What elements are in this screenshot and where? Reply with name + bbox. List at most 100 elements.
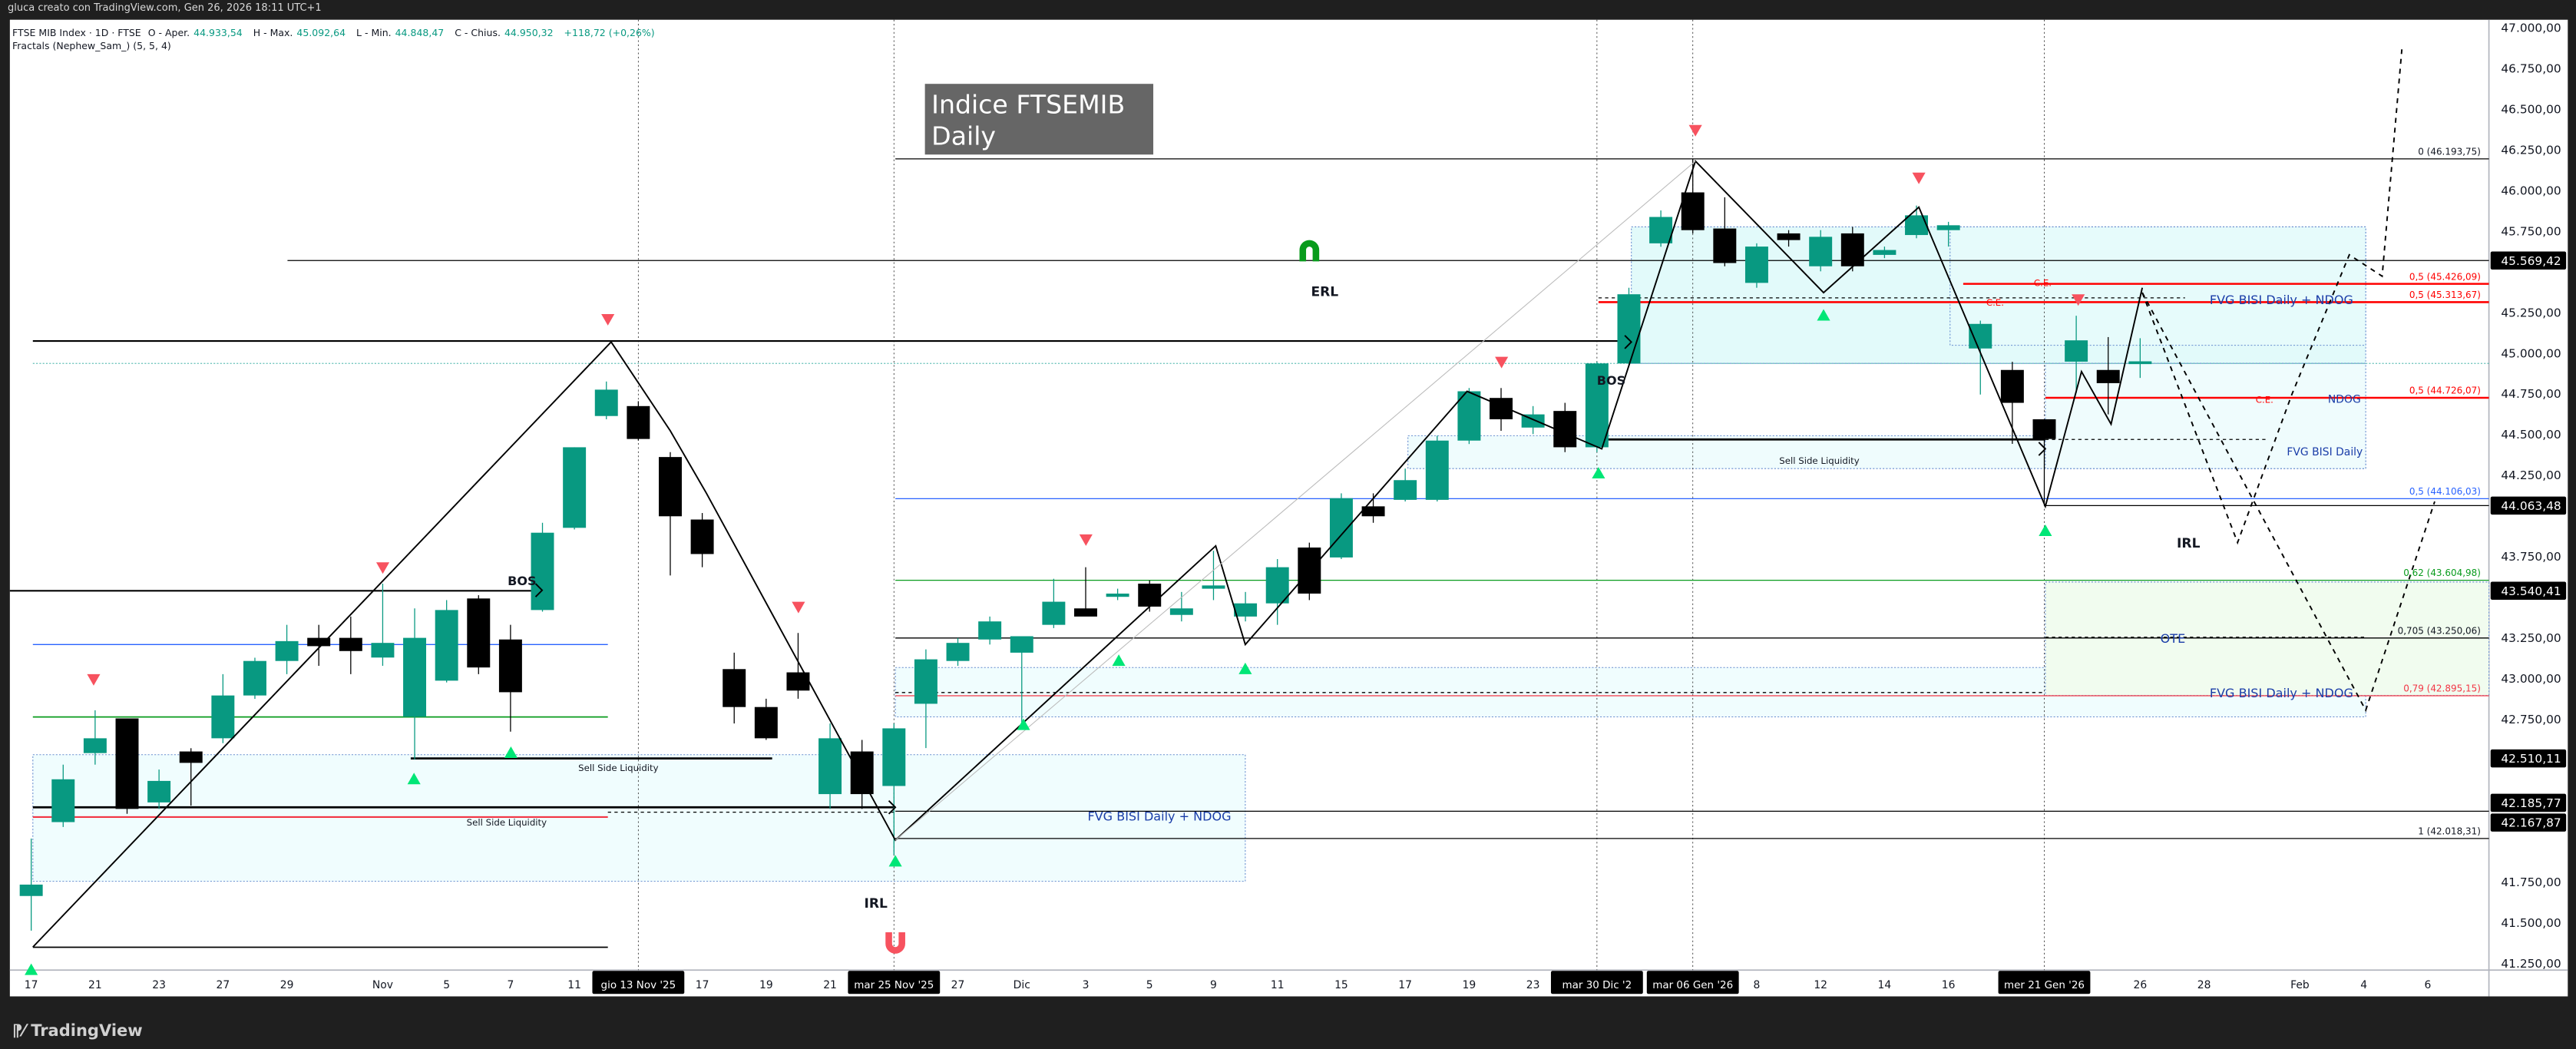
candle[interactable]: [2032, 419, 2056, 506]
irl-label-left: IRL: [864, 896, 888, 912]
candle[interactable]: [1457, 388, 1481, 445]
candle[interactable]: [1202, 551, 1225, 601]
candle[interactable]: [307, 624, 331, 667]
price-tick-label: 45.000,00: [2501, 346, 2561, 360]
candle[interactable]: [147, 769, 171, 809]
close-label: C - Chius.: [455, 27, 501, 38]
candle[interactable]: [1809, 230, 1833, 272]
candle[interactable]: [946, 637, 970, 667]
candle[interactable]: [435, 600, 458, 683]
candle[interactable]: [1265, 559, 1289, 625]
candle[interactable]: [531, 522, 554, 612]
price-tick-label: 46.500,00: [2501, 102, 2561, 116]
fractal-up-icon: [1017, 718, 1030, 730]
candle[interactable]: [1840, 227, 1864, 272]
candle[interactable]: [850, 740, 874, 809]
arrow-head-icon: [888, 800, 897, 815]
candle[interactable]: [1713, 197, 1737, 266]
candle[interactable]: [1042, 578, 1066, 628]
candle[interactable]: [467, 595, 491, 674]
candle[interactable]: [19, 838, 43, 931]
candle[interactable]: [818, 723, 842, 809]
sell-side-liquidity-label: Sell Side Liquidity: [1779, 455, 1860, 466]
projection-path-dashed: [2141, 49, 2403, 545]
time-tick-label: 26: [2133, 979, 2147, 991]
candle[interactable]: [1329, 493, 1353, 560]
candle[interactable]: [1777, 230, 1801, 247]
candle[interactable]: [754, 698, 778, 740]
candle[interactable]: [1744, 243, 1768, 288]
candle[interactable]: [659, 452, 682, 576]
candle[interactable]: [2128, 338, 2152, 379]
candle[interactable]: [690, 513, 714, 568]
chart-legend[interactable]: FTSE MIB Index · 1D · FTSE O - Aper. 44.9…: [12, 26, 659, 52]
time-tick-label: 17: [25, 979, 38, 991]
candle[interactable]: [83, 710, 107, 765]
ce-label: C.E.: [2256, 395, 2273, 405]
chart-title-line2: Daily: [931, 121, 996, 151]
candle[interactable]: [2065, 316, 2088, 393]
candle[interactable]: [627, 401, 650, 441]
candle[interactable]: [594, 381, 618, 419]
time-tick-label: Dic: [1014, 979, 1030, 991]
candle[interactable]: [1681, 158, 1705, 233]
time-tick-label: 19: [759, 979, 773, 991]
candle[interactable]: [882, 723, 906, 855]
candle[interactable]: [498, 624, 522, 732]
candle-body: [1585, 363, 1609, 448]
price-tick-label: 41.750,00: [2501, 875, 2561, 889]
candle[interactable]: [723, 652, 746, 724]
fib-level-label: 0,62 (43.604,98): [2403, 568, 2481, 578]
candle-body: [627, 405, 650, 439]
candle-body: [1840, 233, 1864, 266]
candle[interactable]: [1425, 435, 1449, 502]
candle[interactable]: [1106, 588, 1129, 601]
candle[interactable]: [1585, 362, 1609, 452]
candle[interactable]: [563, 447, 587, 530]
candle[interactable]: [51, 764, 75, 827]
candle[interactable]: [978, 616, 1002, 645]
candle-body: [914, 659, 937, 704]
fractal-up-icon: [504, 746, 518, 759]
tradingview-logo[interactable]: ⁋⁄ TradingView: [12, 1021, 143, 1040]
time-tick-label: Feb: [2290, 979, 2310, 991]
candle[interactable]: [1010, 636, 1033, 724]
chart-title-box[interactable]: Indice FTSEMIB Daily: [924, 84, 1154, 155]
candle[interactable]: [1649, 210, 1673, 247]
open-label: O - Aper.: [147, 27, 190, 38]
candle[interactable]: [2096, 336, 2120, 415]
candle-body: [243, 660, 266, 696]
candle-body: [1777, 233, 1801, 240]
candle[interactable]: [371, 584, 395, 667]
time-tick-label: 21: [823, 979, 837, 991]
fractal-up-icon: [407, 773, 421, 785]
candle[interactable]: [786, 633, 810, 699]
candle[interactable]: [403, 608, 427, 760]
candle[interactable]: [339, 616, 362, 674]
candle[interactable]: [1936, 221, 1960, 247]
bos-label-right: BOS: [1597, 373, 1625, 388]
indicator-legend-row[interactable]: Fractals (Nephew_Sam_) (5, 5, 4): [12, 40, 171, 51]
tradingview-brand: TradingView: [31, 1021, 143, 1040]
candle[interactable]: [1969, 320, 1992, 395]
candle[interactable]: [1074, 567, 1097, 617]
candle[interactable]: [1617, 287, 1641, 366]
candle[interactable]: [1234, 591, 1258, 622]
date-marker-badge: [1998, 971, 2091, 994]
candle[interactable]: [1873, 247, 1896, 259]
price-marker-badge: [2490, 581, 2567, 601]
candle[interactable]: [211, 673, 235, 743]
candle[interactable]: [179, 748, 203, 806]
candle[interactable]: [914, 649, 937, 749]
high-label: H - Max.: [253, 27, 293, 38]
candle-body: [211, 695, 235, 739]
time-tick-label: 12: [1814, 979, 1827, 991]
symbol-legend-row[interactable]: FTSE MIB Index · 1D · FTSE O - Aper. 44.9…: [12, 26, 659, 39]
candle[interactable]: [115, 718, 139, 814]
candle[interactable]: [243, 657, 266, 700]
candle[interactable]: [1394, 468, 1417, 502]
candle-body: [307, 637, 331, 647]
candle[interactable]: [275, 624, 299, 674]
date-marker-badge: [592, 971, 685, 994]
